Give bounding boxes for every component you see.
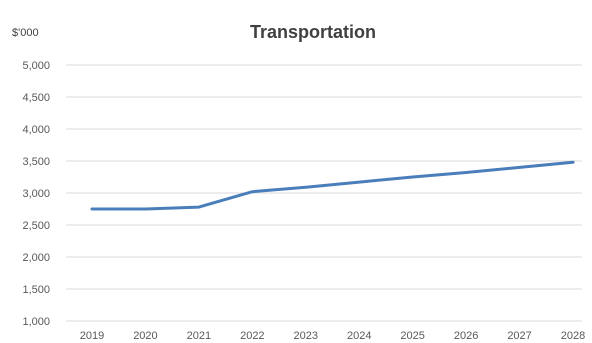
data-point [571,161,575,164]
data-point [251,190,254,193]
x-tick-label: 2020 [133,330,157,342]
x-tick-label: 2023 [294,330,318,342]
x-axis-ticks: 2019 2020 2021 2022 2023 2024 2025 2026 2027 2028 [80,330,585,342]
data-point [90,207,94,211]
y-tick-label: 1,500 [22,284,50,296]
data-point [197,205,201,209]
y-tick-label: 4,000 [22,124,50,136]
gridlines [66,64,582,322]
x-tick-label: 2021 [187,330,211,342]
data-point [464,171,468,174]
x-tick-label: 2019 [80,330,104,342]
x-tick-label: 2028 [561,330,585,342]
x-tick-label: 2025 [400,330,424,342]
y-unit-label: $'000 [12,27,39,39]
y-tick-label: 3,500 [22,156,50,168]
x-tick-label: 2024 [347,330,371,342]
x-tick-label: 2026 [454,330,478,342]
y-tick-label: 1,000 [22,316,50,328]
y-tick-label: 3,000 [22,188,50,200]
x-tick-label: 2022 [240,330,264,342]
y-tick-label: 2,500 [22,220,50,232]
data-point [411,175,414,179]
y-tick-label: 2,000 [22,252,50,264]
data-point [304,186,307,189]
y-tick-label: 4,500 [22,92,50,104]
data-point [144,207,147,211]
chart-title: Transportation [250,22,376,42]
series-line [90,160,575,211]
y-tick-label: 5,000 [22,60,50,72]
data-point [358,180,361,184]
y-axis-ticks: 1,000 1,500 2,000 2,500 3,000 3,500 4,000 4,500… [22,60,50,328]
series-layer [90,160,575,211]
data-point [518,166,521,169]
x-tick-label: 2027 [507,330,531,342]
